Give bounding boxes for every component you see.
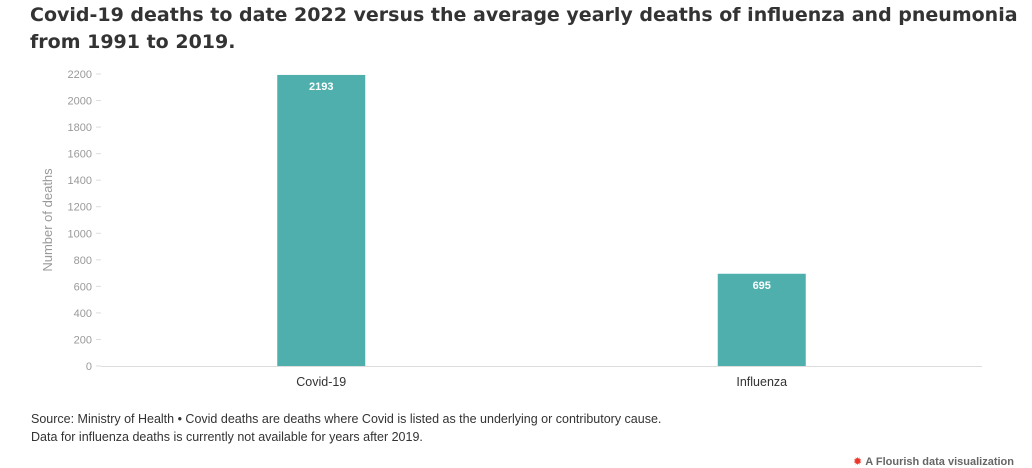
x-tick-label: Influenza [736, 375, 787, 389]
bar-covid-19[interactable] [277, 74, 366, 367]
y-axis-label: Number of deaths [40, 168, 55, 272]
y-tick-label: 1000 [68, 228, 92, 240]
y-tick-label: 2200 [68, 69, 92, 81]
y-tick-label: 1800 [68, 122, 92, 134]
bar-chart: 0 200 400 600 800 1000 1200 1400 1600 1800 2000 220… [40, 69, 982, 389]
y-tick-label: 2000 [68, 96, 92, 108]
y-tick-label: 1200 [68, 202, 92, 214]
source-line-1: Source: Ministry of Health • Covid death… [31, 412, 662, 426]
y-axis: 0 200 400 600 800 1000 1200 1400 1600 1800 2000 220… [68, 69, 101, 373]
data-label: 695 [753, 280, 771, 292]
y-tick-label: 200 [74, 334, 92, 346]
source-note: Source: Ministry of Health • Covid death… [31, 410, 661, 446]
flourish-logo-icon: ✹ [853, 456, 863, 468]
x-tick-label: Covid-19 [296, 375, 346, 389]
flourish-credit-link[interactable]: ✹ A Flourish data visualization [853, 455, 1014, 468]
chart-title: Covid-19 deaths to date 2022 versus the … [30, 4, 1018, 53]
y-tick-label: 0 [86, 361, 92, 373]
y-tick-label: 400 [74, 308, 92, 320]
source-line-2: Data for influenza deaths is currently n… [31, 430, 423, 444]
bars: 2193 695 [277, 74, 806, 367]
credit-label: A Flourish data visualization [865, 456, 1014, 468]
bar-influenza[interactable] [717, 273, 806, 366]
y-tick-label: 800 [74, 255, 92, 267]
y-tick-label: 600 [74, 281, 92, 293]
data-label: 2193 [309, 81, 333, 93]
y-tick-label: 1400 [68, 175, 92, 187]
x-axis: Covid-19 Influenza [296, 375, 787, 389]
y-tick-label: 1600 [68, 149, 92, 161]
